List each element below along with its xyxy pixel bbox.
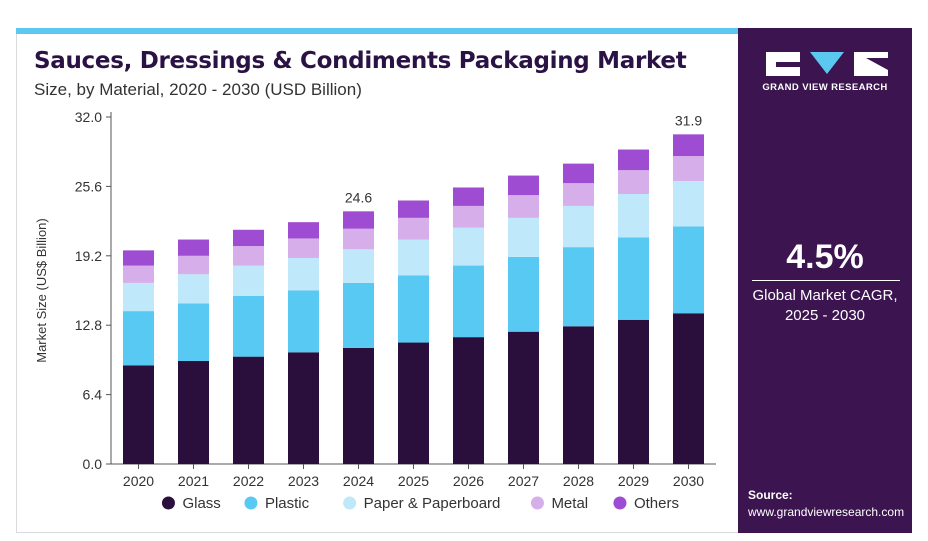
x-tick-label: 2021 (178, 473, 209, 489)
chart-title: Sauces, Dressings & Condiments Packaging… (34, 48, 687, 74)
bar-segment-paper-paperboard-2020[interactable] (123, 282, 154, 312)
legend-label-plastic: Plastic (265, 495, 310, 512)
grand-view-research-logo-icon (766, 52, 888, 76)
bar-segment-metal-2020[interactable] (123, 265, 154, 283)
y-tick-label: 12.8 (75, 317, 102, 333)
x-tick-label: 2023 (288, 473, 319, 489)
bar-segment-metal-2024[interactable] (343, 228, 374, 250)
bar-segment-plastic-2028[interactable] (563, 247, 594, 327)
legend-label-paper-paperboard: Paper & Paperboard (364, 495, 501, 512)
bar-segment-glass-2026[interactable] (453, 337, 484, 464)
bar-segment-glass-2021[interactable] (178, 360, 209, 464)
bar-segment-plastic-2026[interactable] (453, 265, 484, 338)
legend-swatch-plastic (244, 496, 258, 510)
bar-segment-glass-2028[interactable] (563, 326, 594, 464)
brand-name: GRAND VIEW RESEARCH (762, 82, 888, 93)
bar-segment-metal-2021[interactable] (178, 255, 209, 275)
x-tick-label: 2026 (453, 473, 484, 489)
bar-segment-plastic-2023[interactable] (288, 290, 319, 353)
bar-segment-paper-paperboard-2025[interactable] (398, 239, 429, 276)
legend-label-metal: Metal (551, 495, 588, 512)
bar-segment-metal-2025[interactable] (398, 217, 429, 240)
x-tick-label: 2030 (673, 473, 704, 489)
bar-segment-others-2029[interactable] (618, 149, 649, 171)
bar-segment-plastic-2025[interactable] (398, 275, 429, 343)
bar-segment-others-2023[interactable] (288, 222, 319, 239)
bar-segment-glass-2023[interactable] (288, 352, 319, 464)
bar-segment-others-2027[interactable] (508, 175, 539, 196)
legend-swatch-others (613, 496, 627, 510)
bar-segment-others-2028[interactable] (563, 163, 594, 184)
data-label-2030: 31.9 (675, 112, 702, 128)
bar-segment-others-2021[interactable] (178, 239, 209, 256)
bar-segment-metal-2028[interactable] (563, 183, 594, 206)
source-link[interactable]: www.grandviewresearch.com (748, 505, 905, 519)
bar-segment-paper-paperboard-2027[interactable] (508, 217, 539, 257)
bar-segment-metal-2030[interactable] (673, 156, 704, 181)
bar-segment-plastic-2027[interactable] (508, 256, 539, 332)
y-axis-title: Market Size (US$ Billion) (34, 218, 49, 363)
y-tick-label: 6.4 (83, 387, 103, 403)
bar-segment-plastic-2022[interactable] (233, 295, 264, 357)
y-tick-label: 32.0 (75, 109, 102, 125)
cagr-value: 4.5% (786, 238, 864, 276)
x-tick-label: 2022 (233, 473, 264, 489)
y-tick-label: 25.6 (75, 178, 102, 194)
bar-segment-paper-paperboard-2024[interactable] (343, 249, 374, 283)
bar-segment-metal-2026[interactable] (453, 205, 484, 228)
x-tick-label: 2024 (343, 473, 374, 489)
y-tick-label: 19.2 (75, 248, 102, 264)
legend-label-others: Others (634, 495, 679, 512)
data-label-2024: 24.6 (345, 189, 372, 205)
stacked-bar-chart: 0.0 6.4 12.8 19.2 25.6 32.0 Market Size (US$ B… (34, 109, 716, 512)
x-tick-label: 2020 (123, 473, 154, 489)
bar-segment-others-2020[interactable] (123, 250, 154, 266)
bar-segment-glass-2027[interactable] (508, 331, 539, 464)
bar-segment-others-2024[interactable] (343, 211, 374, 229)
bar-segment-paper-paperboard-2022[interactable] (233, 265, 264, 296)
x-tick-label: 2029 (618, 473, 649, 489)
divider (752, 280, 900, 281)
x-tick-label: 2028 (563, 473, 594, 489)
sidebar-panel: GRAND VIEW RESEARCH 4.5% Global Market C… (738, 28, 912, 533)
legend-swatch-paper-paperboard (343, 496, 357, 510)
bar-segment-glass-2030[interactable] (673, 313, 704, 464)
bar-segment-glass-2029[interactable] (618, 319, 649, 464)
chart-subtitle: Size, by Material, 2020 - 2030 (USD Bill… (34, 80, 362, 99)
y-tick-label: 0.0 (83, 456, 103, 472)
legend-label-glass: Glass (182, 495, 220, 512)
bar-segment-paper-paperboard-2023[interactable] (288, 257, 319, 291)
bar-segment-metal-2029[interactable] (618, 170, 649, 194)
accent-bar (16, 28, 738, 34)
cagr-label-line1: Global Market CAGR, (752, 287, 898, 304)
bar-segment-glass-2022[interactable] (233, 356, 264, 464)
bar-segment-metal-2022[interactable] (233, 246, 264, 266)
bar-segment-others-2022[interactable] (233, 229, 264, 247)
bar-segment-paper-paperboard-2030[interactable] (673, 180, 704, 227)
source-label: Source: (748, 488, 793, 502)
bar-segment-others-2030[interactable] (673, 134, 704, 157)
bar-segment-plastic-2030[interactable] (673, 226, 704, 314)
bar-segment-glass-2024[interactable] (343, 347, 374, 464)
bar-segment-metal-2027[interactable] (508, 195, 539, 218)
bar-segment-plastic-2021[interactable] (178, 303, 209, 361)
cagr-label-line2: 2025 - 2030 (784, 307, 866, 324)
legend-swatch-metal (530, 496, 544, 510)
bar-segment-others-2025[interactable] (398, 200, 429, 218)
bar-segment-paper-paperboard-2029[interactable] (618, 193, 649, 238)
bar-segment-glass-2025[interactable] (398, 342, 429, 464)
bar-segment-paper-paperboard-2026[interactable] (453, 227, 484, 266)
legend-swatch-glass (161, 496, 175, 510)
x-tick-label: 2027 (508, 473, 539, 489)
x-tick-label: 2025 (398, 473, 429, 489)
bar-segment-others-2026[interactable] (453, 187, 484, 206)
bar-segment-metal-2023[interactable] (288, 238, 319, 258)
bar-segment-paper-paperboard-2021[interactable] (178, 274, 209, 304)
bar-segment-paper-paperboard-2028[interactable] (563, 205, 594, 248)
cagr-label: Global Market CAGR, 2025 - 2030 (738, 286, 912, 326)
bar-segment-plastic-2020[interactable] (123, 311, 154, 366)
bar-segment-plastic-2024[interactable] (343, 282, 374, 348)
bar-segment-glass-2020[interactable] (123, 365, 154, 464)
bar-segment-plastic-2029[interactable] (618, 237, 649, 320)
